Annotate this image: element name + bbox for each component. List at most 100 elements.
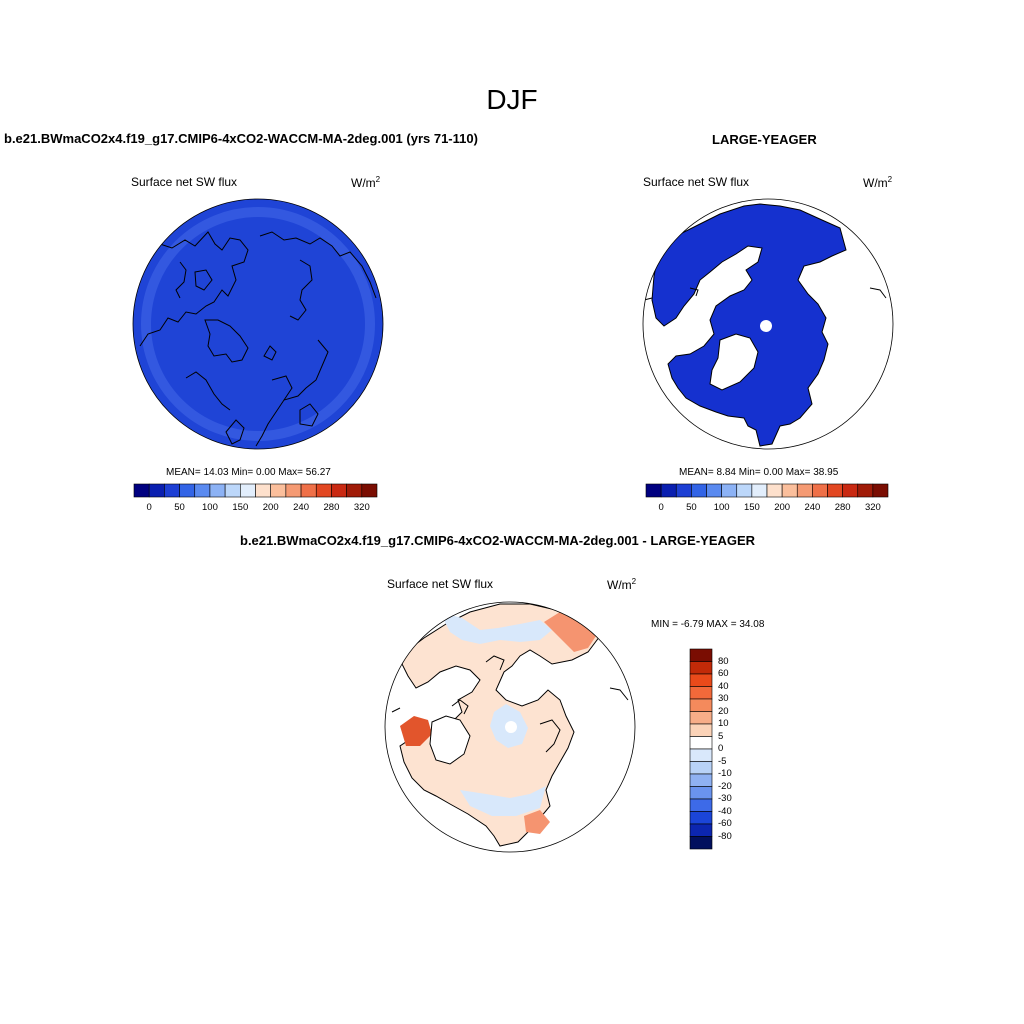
colorbar-segment (766, 483, 783, 498)
colorbar-segment (689, 748, 713, 762)
top-right-ocean-fill (651, 203, 847, 447)
colorbar-segment (689, 723, 713, 737)
colorbar-tick-label: -60 (718, 818, 732, 829)
colorbar-segment (689, 686, 713, 700)
bottom-map-border (384, 601, 636, 853)
bottom-strong-positive-region (400, 716, 432, 746)
top-right-map-border (642, 198, 894, 450)
colorbar-segment (689, 798, 713, 812)
colorbar-tick-label: 200 (774, 502, 791, 513)
colorbar-tick-label: 80 (718, 655, 729, 667)
colorbar-segment (224, 483, 241, 498)
colorbar-segment (689, 823, 713, 837)
bottom-polar-map (384, 601, 636, 853)
top-left-colorbar (133, 483, 378, 498)
colorbar-segment (270, 483, 287, 498)
colorbar-tick-label: -30 (718, 793, 732, 804)
bottom-positive-region-east (544, 612, 596, 652)
top-right-variable-label: Surface net SW flux (643, 175, 750, 189)
top-right-pole-hole (760, 320, 772, 332)
top-left-stats: MEAN= 14.03 Min= 0.00 Max= 56.27 (166, 467, 331, 478)
colorbar-tick-label: 280 (834, 502, 851, 513)
bottom-positive-region-south (524, 810, 550, 834)
colorbar-segment (781, 483, 798, 498)
bottom-units: W/m2 (607, 577, 637, 592)
top-left-variable-label: Surface net SW flux (131, 175, 238, 189)
colorbar-tick-label: -20 (718, 780, 732, 792)
colorbar-segment (689, 773, 713, 787)
colorbar-segment (179, 483, 196, 498)
bottom-greenland-mask (429, 715, 471, 765)
top-left-polar-map (132, 198, 384, 450)
top-right-stats: MEAN= 8.84 Min= 0.00 Max= 38.95 (679, 467, 839, 478)
colorbar-tick-label: 280 (323, 502, 340, 513)
colorbar-tick-label: 240 (293, 502, 309, 513)
colorbar-tick-label: 150 (743, 502, 760, 513)
colorbar-segment (812, 483, 828, 498)
colorbar-segment (689, 836, 713, 850)
top-left-map-border (132, 198, 384, 450)
colorbar-segment (660, 483, 677, 498)
colorbar-segment (645, 483, 662, 498)
colorbar-segment (689, 648, 713, 662)
colorbar-segment (689, 811, 713, 825)
colorbar-segment (689, 673, 713, 687)
colorbar-segment (872, 483, 889, 498)
colorbar-tick-label: 20 (718, 705, 729, 717)
top-left-inner-fill (141, 207, 375, 441)
colorbar-tick-label: 0 (658, 502, 664, 513)
colorbar-tick-label: -80 (718, 830, 732, 842)
colorbar-segment (751, 483, 768, 498)
colorbar-tick-label: -40 (718, 805, 732, 817)
colorbar-segment (689, 661, 713, 675)
bottom-pole-hole (505, 721, 517, 733)
bottom-coastlines (391, 655, 629, 753)
bottom-colorbar (689, 648, 713, 850)
colorbar-segment (706, 483, 722, 498)
colorbar-tick-label: 40 (718, 680, 729, 692)
bottom-negative-region-north (440, 612, 552, 644)
colorbar-segment (331, 483, 347, 498)
colorbar-segment (194, 483, 211, 498)
colorbar-segment (240, 483, 256, 498)
colorbar-tick-label: 0 (718, 743, 724, 754)
colorbar-tick-label: 240 (804, 502, 821, 513)
colorbar-segment (689, 761, 713, 775)
bottom-stats: MIN = -6.79 MAX = 34.08 (651, 619, 765, 630)
colorbar-segment (689, 786, 713, 800)
colorbar-segment (255, 483, 271, 498)
bottom-case-title: b.e21.BWmaCO2x4.f19_g17.CMIP6-4xCO2-WACC… (240, 533, 756, 548)
colorbar-segment (164, 483, 180, 498)
colorbar-tick-label: 320 (864, 502, 881, 513)
colorbar-segment (133, 483, 150, 498)
colorbar-tick-label: 0 (146, 502, 152, 513)
colorbar-segment (691, 483, 707, 498)
colorbar-segment (796, 483, 813, 498)
colorbar-tick-label: 60 (718, 668, 729, 679)
top-left-coastlines (139, 231, 377, 447)
colorbar-segment (689, 698, 713, 712)
colorbar-segment (689, 711, 713, 725)
top-right-polar-map (642, 198, 894, 450)
colorbar-tick-label: 100 (713, 502, 730, 513)
colorbar-segment (857, 483, 874, 498)
top-right-greenland-mask (709, 333, 759, 391)
colorbar-tick-label: 200 (262, 502, 279, 513)
colorbar-tick-label: 10 (718, 718, 729, 729)
bottom-variable-label: Surface net SW flux (387, 577, 494, 591)
colorbar-segment (300, 483, 317, 498)
top-left-units: W/m2 (351, 175, 381, 190)
colorbar-tick-label: 30 (718, 693, 729, 704)
colorbar-tick-label: -10 (718, 768, 732, 779)
colorbar-tick-label: 50 (174, 502, 185, 513)
colorbar-tick-label: 320 (353, 502, 370, 513)
colorbar-segment (721, 483, 738, 498)
colorbar-segment (736, 483, 753, 498)
season-title: DJF (486, 84, 538, 115)
top-right-colorbar (645, 483, 889, 498)
colorbar-segment (315, 483, 332, 498)
colorbar-segment (285, 483, 302, 498)
colorbar-segment (361, 483, 378, 498)
colorbar-tick-label: 50 (686, 502, 697, 513)
